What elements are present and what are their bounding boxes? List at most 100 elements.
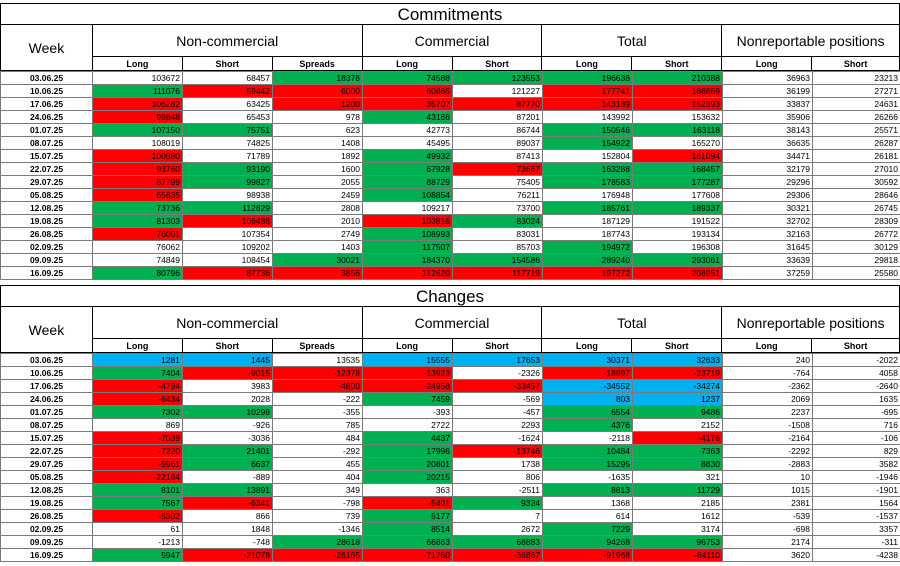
value-cell: -34552 [542,379,633,393]
value-cell: 74825 [182,136,273,150]
value-cell: 6554 [542,405,633,419]
value-cell: 1600 [272,162,363,176]
commitments-subheader-0: Long [92,57,183,71]
value-cell: 7363 [632,444,723,458]
value-cell: -24958 [362,379,453,393]
value-cell: 7302 [92,405,183,419]
week-cell: 03.06.25 [0,353,93,367]
value-cell: 1015 [722,483,813,497]
value-cell: 28618 [272,535,363,549]
value-cell: -21078 [182,548,273,562]
value-cell: 152393 [632,97,723,111]
value-cell: 289240 [542,253,633,267]
changes-table: 03.06.25 1281 1445 13535 15555 17653 30371 3263… [0,353,900,562]
value-cell: 1612 [632,509,723,523]
value-cell: 3856 [272,266,363,280]
commitments-subheader-2: Spreads [272,57,363,71]
value-cell: 178583 [542,175,633,189]
value-cell: 32702 [722,214,813,228]
value-cell: 177608 [632,188,723,202]
value-cell: -7039 [92,431,183,445]
commitments-subheader-spacer [1,57,93,71]
commitments-subheader-1: Short [182,57,273,71]
value-cell: 2010 [272,214,363,228]
value-cell: -22164 [92,470,183,484]
value-cell: -5961 [92,457,183,471]
value-cell: 73700 [452,201,543,215]
value-cell: 36635 [722,136,813,150]
value-cell: 83024 [452,214,543,228]
value-cell: -4176 [632,431,723,445]
week-cell: 01.07.25 [0,405,93,419]
commitments-header-2: Commercial [362,25,543,57]
value-cell: 455 [272,457,363,471]
value-cell: 109202 [182,240,273,254]
value-cell: 106282 [92,97,183,111]
value-cell: 194972 [542,240,633,254]
value-cell: 5947 [92,548,183,562]
value-cell: 87770 [452,97,543,111]
value-cell: -311 [812,535,900,549]
week-cell: 03.06.25 [0,71,93,85]
changes-subheader-6: Short [632,339,723,353]
value-cell: 42773 [362,123,453,137]
value-cell: 10484 [542,444,633,458]
value-cell: 103672 [92,71,183,85]
value-cell: 30371 [542,353,633,367]
value-cell: 27271 [812,84,900,98]
changes-title: Changes [0,285,900,307]
table-row: 08.07.25 108019 74825 1408 45495 89037 154922 1… [0,136,900,150]
table-row: 15.07.25 100980 71789 1892 49932 87413 152804 1… [0,149,900,163]
value-cell: -5401 [362,496,453,510]
value-cell: 35906 [722,110,813,124]
week-cell: 01.07.25 [0,123,93,137]
table-row: 16.09.25 5947 -21078 -26165 -71750 -36867 -919… [0,548,900,562]
value-cell: -4794 [92,379,183,393]
commitments-subheader-5: Long [542,57,633,71]
table-row: 22.07.25 93760 93190 1600 67928 73667 163288 16… [0,162,900,176]
value-cell: -13923 [362,366,453,380]
value-cell: 108019 [92,136,183,150]
value-cell: 87799 [92,175,183,189]
value-cell: -1635 [542,470,633,484]
value-cell: 2722 [362,418,453,432]
changes-header-0: Week [1,307,93,353]
value-cell: 8830 [632,457,723,471]
value-cell: 9324 [452,496,543,510]
value-cell: 30129 [812,240,900,254]
value-cell: 2459 [272,188,363,202]
value-cell: 25571 [812,123,900,137]
value-cell: 81303 [92,214,183,228]
value-cell: 24631 [812,97,900,111]
table-row: 03.06.25 103672 68457 18378 74588 123553 19663… [0,71,900,85]
value-cell: 3620 [722,548,813,562]
value-cell: -23719 [632,366,723,380]
value-cell: 2672 [452,522,543,536]
value-cell: -4800 [272,379,363,393]
value-cell: 185761 [542,201,633,215]
value-cell: 153632 [632,110,723,124]
table-row: 01.07.25 7302 10298 -355 -393 -457 6554 9486 223… [0,405,900,419]
value-cell: 2028 [182,392,273,406]
commitments-subheader: Long Short Spreads Long Short Long Short Long Sh… [0,57,900,71]
commitments-title: Commitments [0,3,900,25]
value-cell: 7567 [92,496,183,510]
value-cell: 716 [812,418,900,432]
value-cell: 3174 [632,522,723,536]
commitments-header-4: Nonreportable positions [722,25,900,57]
changes-subheader-0: Long [92,339,183,353]
value-cell: 1848 [182,522,273,536]
value-cell: 18378 [272,71,363,85]
value-cell: -2883 [722,457,813,471]
value-cell: 614 [542,509,633,523]
value-cell: 803 [542,392,633,406]
value-cell: 184370 [362,253,453,267]
table-row: 15.07.25 -7039 -3036 484 4437 -1624 -2118 -4176… [0,431,900,445]
value-cell: -106 [812,431,900,445]
value-cell: 1738 [452,457,543,471]
value-cell: 73736 [92,201,183,215]
value-cell: -698 [722,522,813,536]
value-cell: 161094 [632,149,723,163]
value-cell: 66863 [362,535,453,549]
value-cell: 2381 [722,496,813,510]
